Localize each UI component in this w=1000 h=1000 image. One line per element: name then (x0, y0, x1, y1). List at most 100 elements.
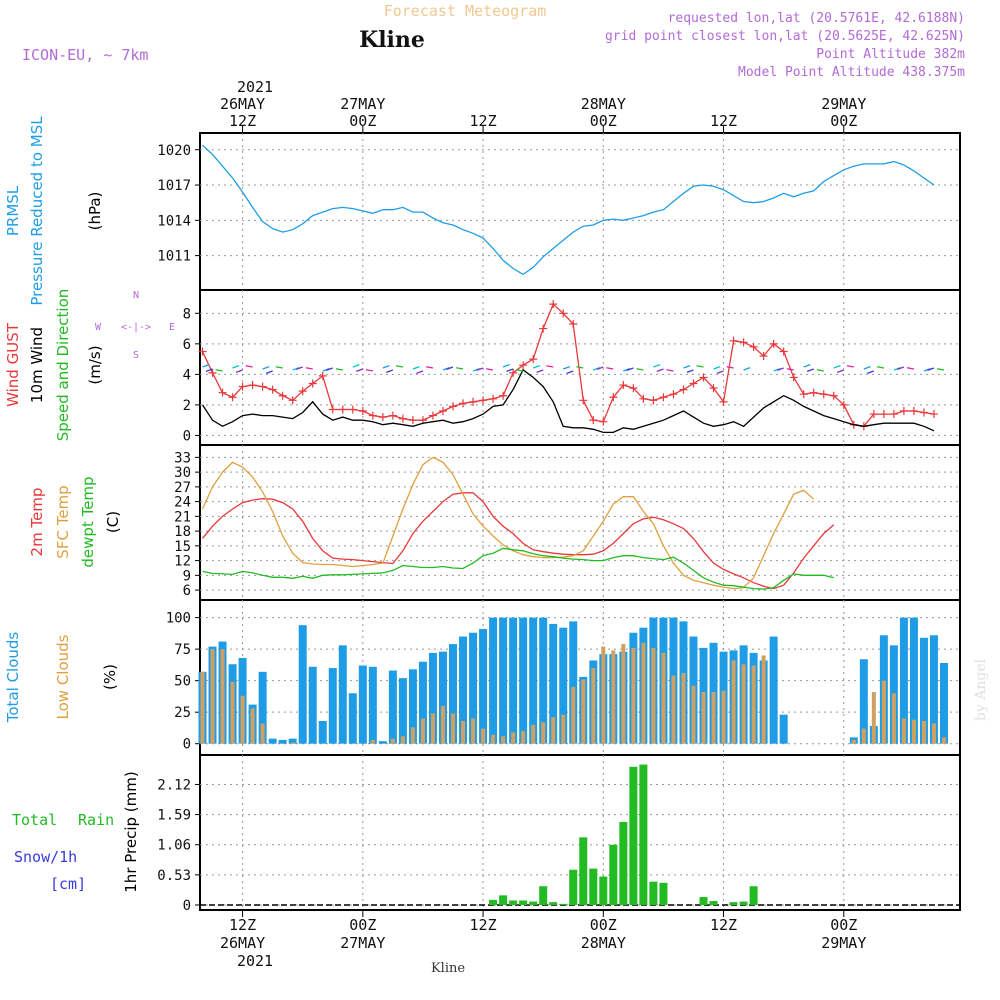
gust-marker (438, 407, 447, 415)
low-cloud-bar (941, 737, 946, 744)
wind-arrow (596, 366, 604, 371)
gust-marker (669, 390, 678, 399)
compass-w-label: W (95, 322, 102, 333)
gust-marker (519, 361, 528, 370)
low-cloud-bar (751, 665, 756, 744)
low-cloud-bar (491, 734, 496, 744)
bottom-axis-hour-label: 00Z (830, 916, 857, 934)
gust-marker (739, 338, 748, 347)
gust-marker (469, 397, 478, 406)
low-cloud-bar (471, 718, 476, 744)
total-cloud-bar (378, 741, 387, 744)
bottom-axis-hour-label: 00Z (349, 916, 376, 934)
low-cloud-bar (240, 695, 245, 744)
precip-bar (729, 902, 738, 905)
axis-label-clouds-0: Total Clouds (4, 632, 22, 724)
wind-arrow (876, 366, 884, 369)
wind-arrow (536, 369, 544, 374)
gust-marker (879, 410, 888, 419)
total-cloud-bar (418, 661, 427, 744)
precip-label-total: Total (12, 811, 57, 829)
y-tick-label: 0.53 (157, 868, 191, 884)
gust-marker (629, 384, 638, 393)
axis-label-pressure-0: PRMSL (4, 185, 22, 236)
wind-arrow (803, 363, 811, 368)
y-tick-label: 8 (183, 306, 191, 322)
total-cloud-bar (298, 625, 307, 744)
y-tick-label: 15 (174, 539, 191, 555)
gust-marker (909, 407, 918, 415)
y-tick-label: 9 (183, 568, 191, 584)
low-cloud-bar (511, 732, 516, 744)
low-cloud-bar (430, 713, 435, 744)
gust-marker (649, 396, 658, 405)
y-tick-label: 2.12 (157, 777, 191, 793)
precip-label-snow: Snow/1h (14, 848, 77, 866)
axis-label-temp-2: dewpt Temp (79, 476, 97, 567)
total-cloud-bar (529, 617, 538, 744)
precip-bar (569, 869, 578, 905)
precip-bar (489, 899, 498, 905)
total-cloud-bar (449, 644, 458, 744)
panel-wind: 0 2 4 6 8 (183, 289, 961, 446)
gust-marker (218, 388, 227, 397)
total-cloud-bar (479, 628, 488, 744)
wind-arrow (666, 369, 674, 372)
wind-arrow (546, 365, 554, 368)
axis-label-clouds-2: (%) (101, 664, 119, 690)
wind-arrow (232, 364, 240, 369)
low-cloud-bar (420, 718, 425, 744)
wind-arrow (686, 369, 694, 374)
precip-bar (559, 903, 568, 905)
low-cloud-bar (440, 705, 445, 744)
low-cloud-bar (581, 679, 586, 744)
total-cloud-bar (899, 617, 908, 744)
wind-arrow (696, 365, 704, 368)
bottom-axis-date-label: 26MAY (220, 934, 265, 952)
low-cloud-bar (931, 723, 936, 744)
author-credit: by Angel (973, 658, 989, 721)
total-cloud-bar (499, 617, 508, 744)
total-cloud-bar (779, 714, 788, 744)
wind-arrow (656, 368, 664, 373)
low-cloud-bar (210, 649, 215, 744)
low-cloud-bar (561, 714, 566, 744)
y-tick-label: 1011 (157, 249, 191, 265)
axis-label-pressure-1: Pressure Reduced to MSL (28, 116, 46, 306)
wind-arrow (776, 367, 784, 372)
wind-arrow (365, 369, 373, 372)
y-tick-label: 1.59 (157, 808, 191, 824)
precip-bar (639, 764, 648, 905)
panel-frame (199, 444, 961, 601)
wind-arrow (743, 366, 751, 371)
low-cloud-bar (851, 739, 856, 744)
axis-label-wind-3: (m/s) (86, 345, 104, 384)
wind-arrow (713, 365, 721, 370)
wind-arrow (502, 363, 510, 368)
series-line-2m-temp (201, 492, 835, 590)
gust-marker (208, 368, 217, 377)
precip-bar (749, 886, 758, 905)
top-axis-date-label: 28MAY (581, 95, 626, 113)
gust-marker (278, 391, 287, 400)
y-tick-label: 50 (174, 674, 191, 690)
total-cloud-bar (769, 636, 778, 744)
top-axis-date-label: 26MAY (220, 95, 265, 113)
y-tick-label: 1017 (157, 178, 191, 194)
gust-marker (388, 411, 397, 420)
y-tick-label: 0 (183, 428, 191, 444)
total-cloud-bar (428, 652, 437, 744)
total-cloud-bar (559, 627, 568, 744)
gust-marker (819, 390, 828, 399)
low-cloud-bar (230, 681, 235, 744)
wind-direction-arrows (202, 363, 945, 375)
total-cloud-bar (408, 669, 417, 744)
wind-arrow (863, 365, 871, 370)
axis-label-wind-2: Speed and Direction (54, 289, 72, 442)
precip-bar (609, 844, 618, 905)
total-cloud-bar (929, 635, 938, 744)
wind-arrow (412, 365, 420, 370)
gust-marker (509, 368, 518, 377)
